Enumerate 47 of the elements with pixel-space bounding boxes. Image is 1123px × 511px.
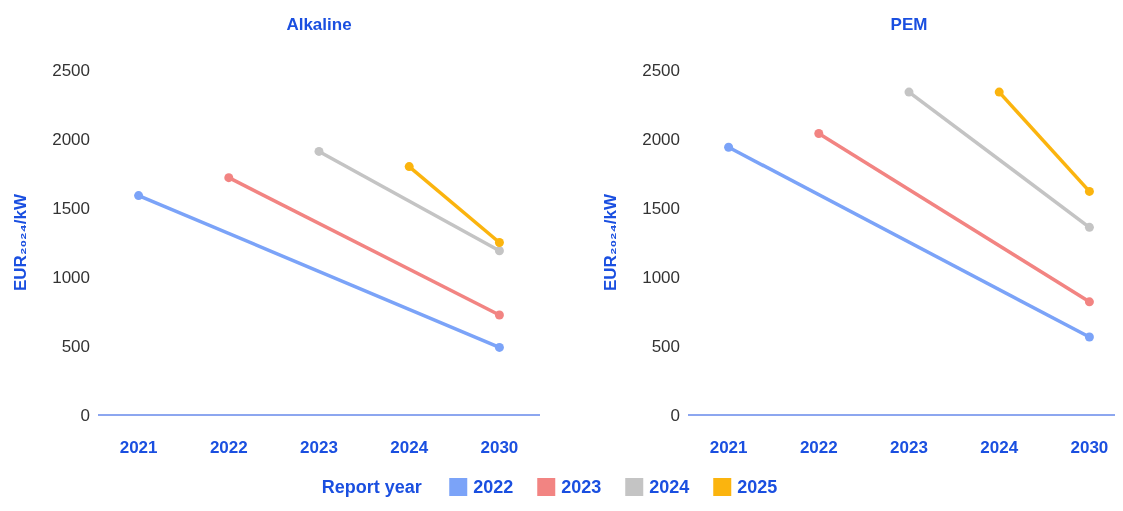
x-tick-label: 2024 bbox=[980, 438, 1019, 457]
point bbox=[224, 173, 234, 183]
point bbox=[1084, 297, 1094, 307]
legend-label: 2024 bbox=[649, 477, 690, 497]
y-tick-label: 1000 bbox=[642, 267, 680, 287]
x-tick-label: 2023 bbox=[890, 438, 928, 457]
legend-label: 2022 bbox=[473, 477, 514, 497]
x-tick-label: 2022 bbox=[209, 438, 248, 457]
legend-label: 2023 bbox=[561, 477, 602, 497]
y-tick-label: 500 bbox=[61, 336, 90, 356]
x-tick-label: 2023 bbox=[300, 438, 338, 457]
point bbox=[494, 310, 504, 320]
point bbox=[404, 162, 414, 172]
point bbox=[1084, 222, 1094, 232]
y-tick-label: 2000 bbox=[52, 129, 90, 149]
x-tick-label: 2030 bbox=[1070, 438, 1109, 457]
point bbox=[494, 342, 504, 352]
x-tick-label: 2024 bbox=[390, 438, 429, 457]
y-tick-label: 2500 bbox=[52, 60, 90, 80]
x-tick-label: 2022 bbox=[799, 438, 838, 457]
y-tick-label: 2500 bbox=[642, 60, 680, 80]
chart-title: Alkaline bbox=[286, 15, 352, 34]
y-axis-title: EUR₂₀₂₄/kW bbox=[11, 193, 30, 291]
y-tick-label: 1500 bbox=[52, 198, 90, 218]
y-axis-title: EUR₂₀₂₄/kW bbox=[601, 193, 620, 291]
x-tick-label: 2030 bbox=[480, 438, 519, 457]
point bbox=[134, 191, 144, 201]
y-tick-label: 0 bbox=[670, 405, 680, 425]
point bbox=[494, 246, 504, 256]
point bbox=[994, 87, 1004, 97]
y-tick-label: 1500 bbox=[642, 198, 680, 218]
legend-title: Report year bbox=[321, 477, 422, 497]
y-tick-label: 2000 bbox=[642, 129, 680, 149]
point bbox=[814, 128, 824, 138]
x-tick-label: 2021 bbox=[119, 438, 158, 457]
point bbox=[314, 146, 324, 156]
point bbox=[904, 87, 914, 97]
legend-label: 2025 bbox=[737, 477, 778, 497]
point bbox=[1084, 332, 1094, 342]
point bbox=[1084, 186, 1094, 196]
point bbox=[724, 142, 734, 152]
y-tick-label: 500 bbox=[651, 336, 680, 356]
chart-title: PEM bbox=[890, 15, 928, 34]
point bbox=[494, 238, 504, 247]
y-tick-label: 1000 bbox=[52, 267, 90, 287]
y-tick-label: 0 bbox=[80, 405, 90, 425]
x-tick-label: 2021 bbox=[709, 438, 748, 457]
